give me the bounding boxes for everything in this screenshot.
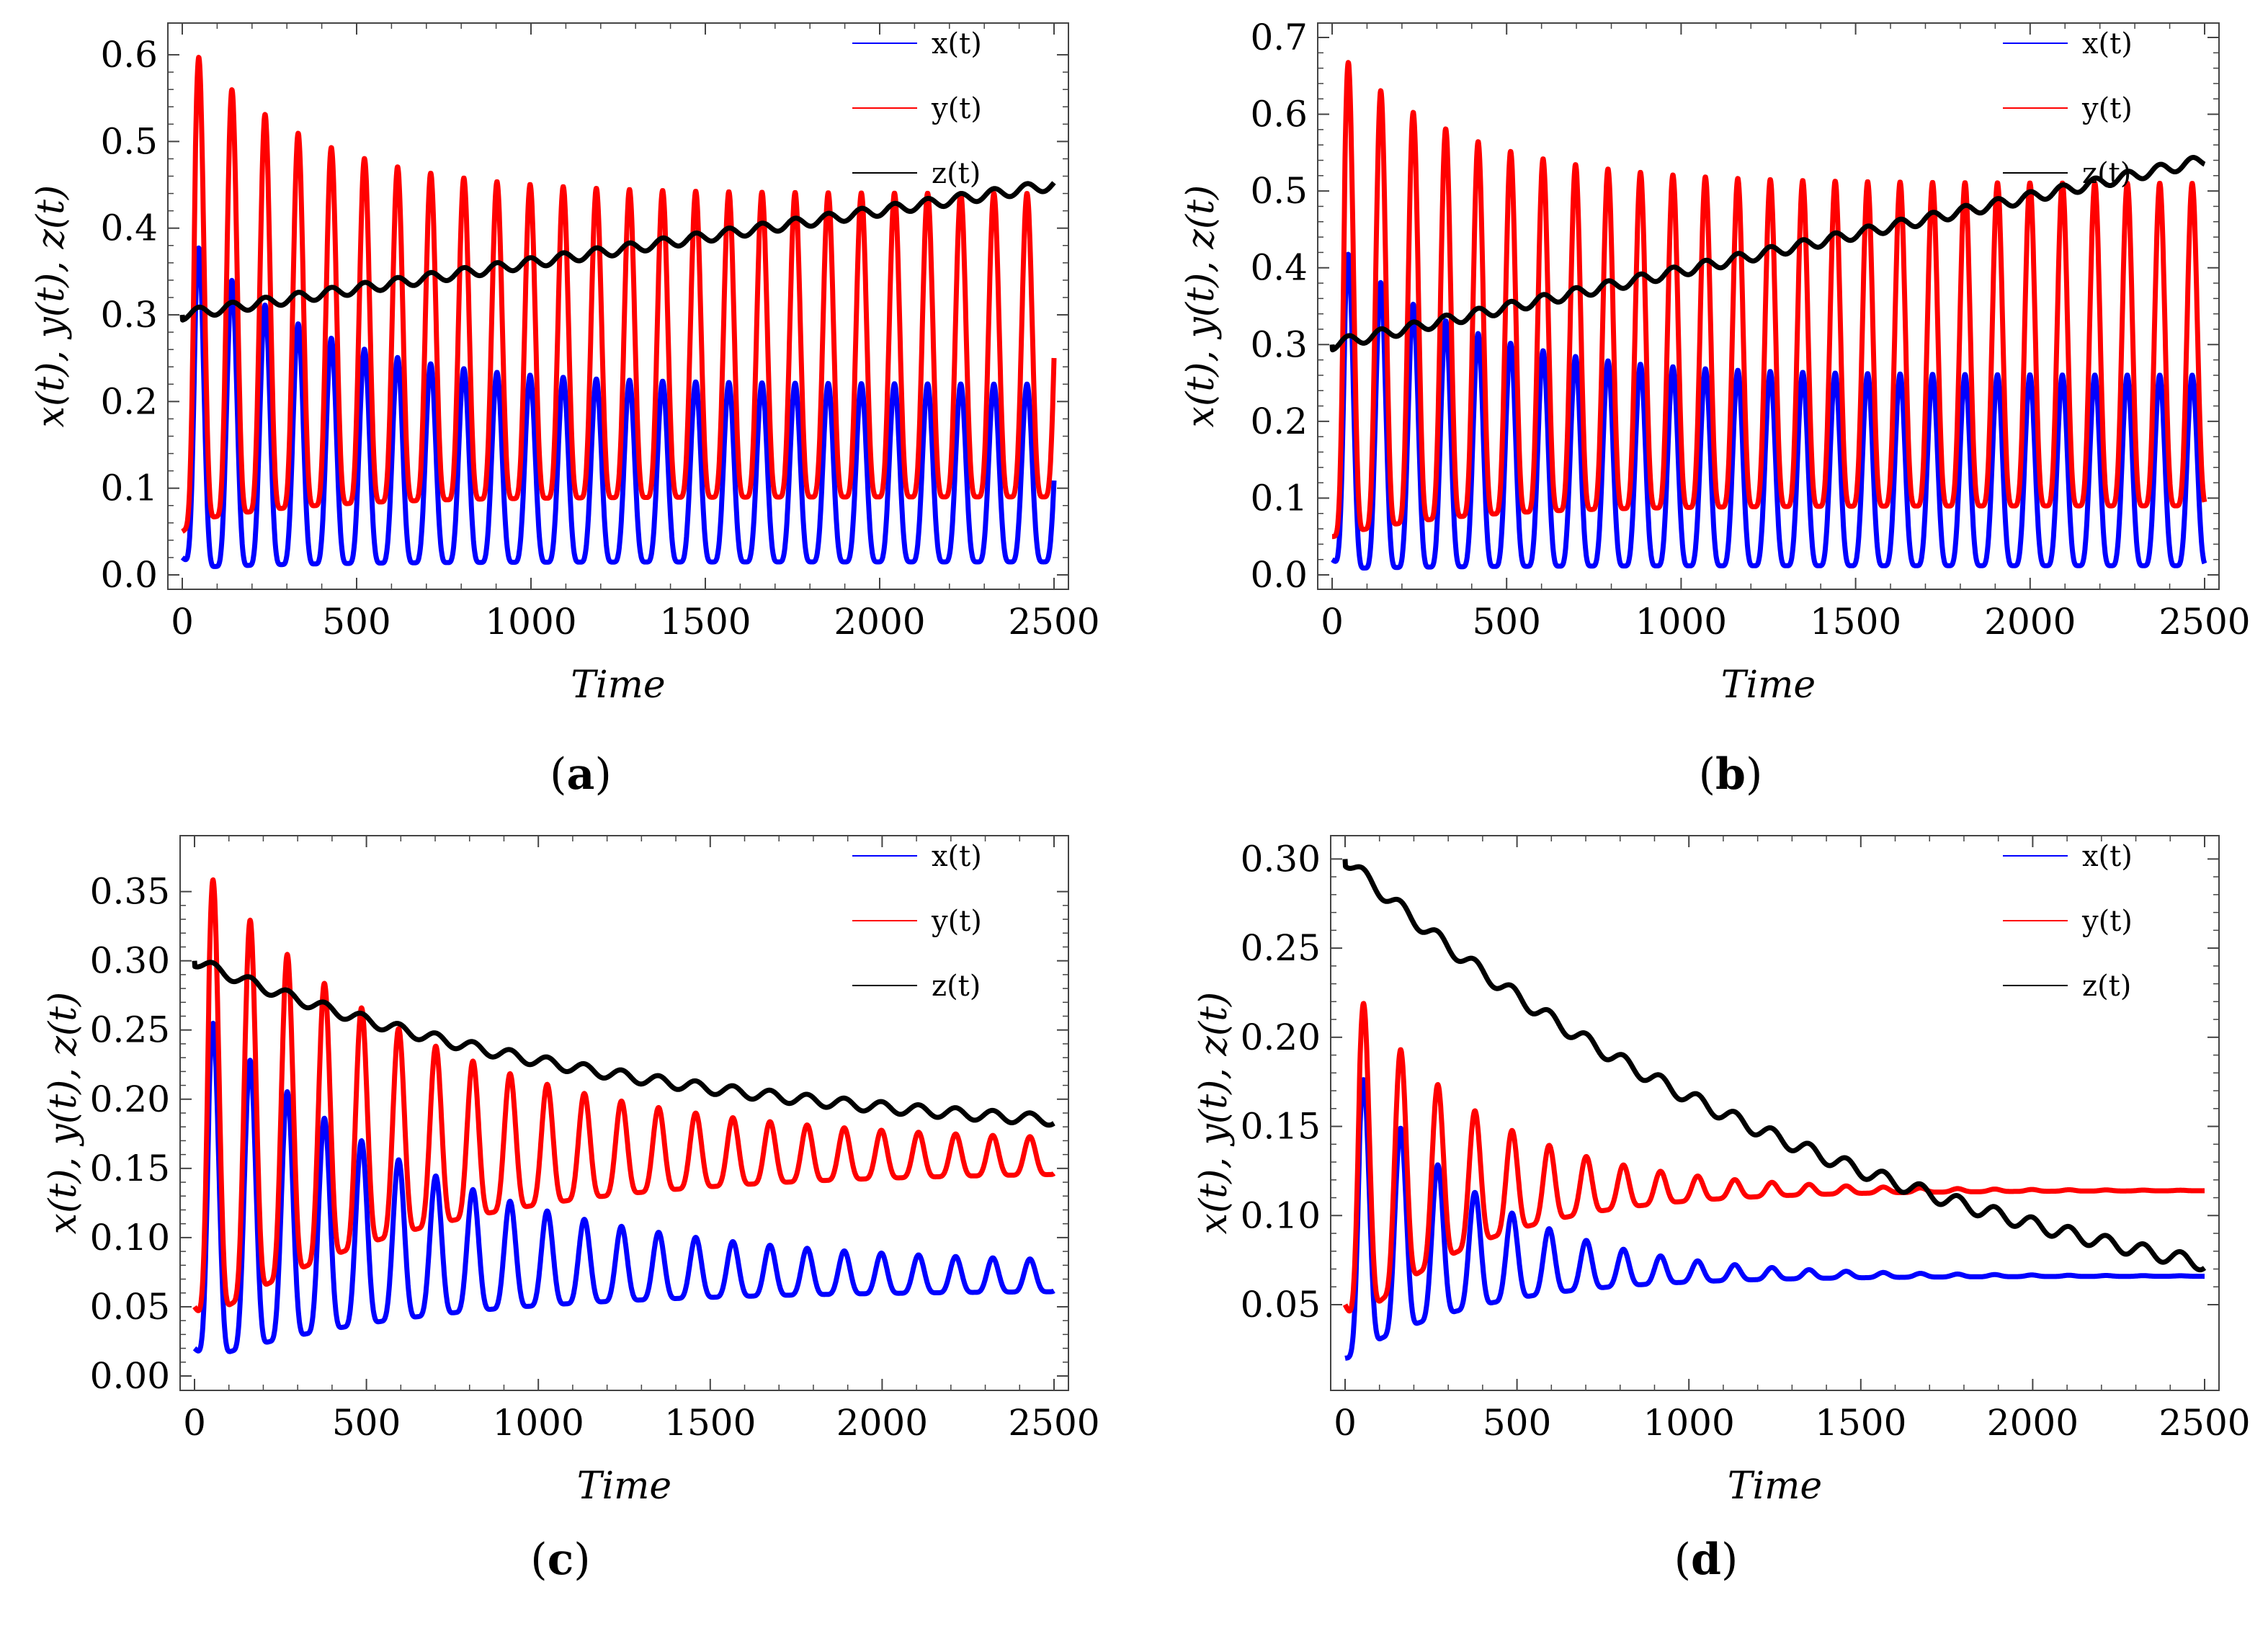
chart-panel-c: 0 500 1000 1500 2000 2500 0.00 0.05 0.10 0.15 0.20… [42, 835, 1100, 1585]
y-axis-label: x(t), y(t), z(t) [30, 185, 73, 428]
y-tick-label: 0.15 [1241, 1106, 1321, 1148]
series-line-x [1343, 1077, 2207, 1361]
y-tick-label: 0.35 [90, 871, 170, 913]
x-tick-label: 1500 [664, 1402, 756, 1444]
y-tick-label: 0.25 [1241, 927, 1321, 969]
y-tick-label: 0.5 [1250, 170, 1308, 212]
x-tick-label: 500 [1483, 1402, 1551, 1444]
legend-label-y: y(t) [2081, 92, 2133, 125]
x-tick-label: 2000 [1987, 1402, 2079, 1444]
plot-frame [1330, 835, 2220, 1391]
legend-label-y: y(t) [931, 905, 982, 938]
y-axis-label: x(t), y(t), z(t) [1192, 992, 1236, 1235]
legend-label-z: z(t) [932, 970, 981, 1003]
y-tick-label: 0.5 [100, 120, 158, 162]
panel-caption: (a) [550, 749, 612, 800]
y-tick-label: 0.3 [1250, 323, 1308, 365]
y-tick-label: 0.05 [1241, 1284, 1321, 1326]
y-tick-label: 0.2 [100, 380, 158, 422]
y-tick-label: 0.00 [90, 1355, 170, 1397]
legend-label-z: z(t) [932, 157, 981, 190]
x-tick-label: 0 [1321, 601, 1344, 643]
y-tick-label: 0.0 [1250, 554, 1308, 596]
x-tick-label: 1000 [485, 601, 576, 643]
series-line-y [1342, 1001, 2207, 1314]
plot-frame [1317, 22, 2220, 590]
y-tick-label: 0.30 [1241, 838, 1321, 880]
y-tick-label: 0.0 [100, 554, 158, 596]
series-line-y [192, 877, 1056, 1313]
y-tick-label: 0.1 [1250, 477, 1308, 519]
x-tick-label: 1500 [659, 601, 751, 643]
y-tick-label: 0.15 [90, 1148, 170, 1189]
legend-label-x: x(t) [2082, 840, 2133, 873]
series-line-z [179, 180, 1056, 323]
y-tick-label: 0.6 [1250, 94, 1308, 135]
x-tick-label: 500 [322, 601, 390, 643]
x-tick-label: 2500 [1008, 601, 1099, 643]
chart-panel-b: 0 500 1000 1500 2000 2500 0.0 0.1 0.2 0.3 0.4 0.5 0.… [1179, 17, 2251, 800]
y-tick-label: 0.10 [90, 1217, 170, 1259]
x-tick-label: 1000 [493, 1402, 584, 1444]
series-line-x [192, 1020, 1056, 1354]
y-tick-label: 0.2 [1250, 401, 1308, 442]
x-axis-label: Time [1728, 1465, 1822, 1508]
legend-label-z: z(t) [2082, 970, 2131, 1003]
y-tick-label: 0.10 [1241, 1194, 1321, 1236]
series-line-y [1330, 60, 2207, 540]
x-axis-label: Time [571, 663, 665, 707]
panel-caption: (b) [1699, 749, 1763, 800]
x-axis-label: Time [577, 1465, 671, 1508]
series-line-z [192, 960, 1056, 1128]
x-tick-label: 2500 [2158, 601, 2250, 643]
x-tick-label: 0 [183, 1402, 206, 1444]
x-tick-label: 2000 [836, 1402, 928, 1444]
y-tick-label: 0.4 [1250, 247, 1308, 289]
panel-caption: (d) [1674, 1534, 1738, 1585]
x-tick-label: 1500 [1815, 1402, 1906, 1444]
legend-label-z: z(t) [2082, 157, 2131, 190]
panel-caption: (c) [530, 1534, 590, 1585]
x-tick-label: 2500 [2158, 1402, 2250, 1444]
series-line-z [1342, 859, 2207, 1273]
y-axis-label: x(t), y(t), z(t) [42, 992, 85, 1235]
legend-label-x: x(t) [932, 27, 982, 61]
plot-frame [167, 22, 1069, 590]
x-tick-label: 500 [332, 1402, 401, 1444]
x-tick-label: 0 [1334, 1402, 1357, 1444]
chart-panel-a: 0 500 1000 1500 2000 2500 0.0 0.1 0.2 0.3 0.4 0.5 0.… [30, 22, 1100, 800]
legend-label-y: y(t) [931, 92, 982, 125]
y-tick-label: 0.3 [100, 294, 158, 336]
y-tick-label: 0.25 [90, 1009, 170, 1051]
y-axis-label: x(t), y(t), z(t) [1179, 185, 1223, 428]
series-line-x [1330, 251, 2207, 571]
x-tick-label: 1000 [1643, 1402, 1735, 1444]
series-line-z [1329, 155, 2207, 353]
chart-panel-d: 0 500 1000 1500 2000 2500 0.05 0.10 0.15 0.20 0.25… [1192, 835, 2251, 1585]
y-tick-label: 0.6 [100, 34, 158, 76]
y-tick-label: 0.4 [100, 207, 158, 249]
x-axis-label: Time [1721, 663, 1816, 707]
x-tick-label: 2000 [834, 601, 925, 643]
x-tick-label: 2000 [1984, 601, 2076, 643]
x-tick-label: 0 [171, 601, 194, 643]
x-tick-label: 2500 [1008, 1402, 1099, 1444]
series-line-x [180, 245, 1057, 569]
legend-label-x: x(t) [932, 840, 982, 873]
x-tick-label: 1000 [1635, 601, 1727, 643]
legend-label-y: y(t) [2081, 905, 2133, 938]
series-line-y [180, 55, 1057, 534]
y-tick-label: 0.1 [100, 468, 158, 509]
x-tick-label: 1500 [1810, 601, 1901, 643]
legend-label-x: x(t) [2082, 27, 2133, 61]
y-tick-label: 0.20 [1241, 1016, 1321, 1058]
y-tick-label: 0.05 [90, 1286, 170, 1328]
y-tick-label: 0.30 [90, 940, 170, 982]
y-tick-label: 0.20 [90, 1078, 170, 1120]
x-tick-label: 500 [1472, 601, 1540, 643]
y-tick-label: 0.7 [1250, 17, 1308, 58]
